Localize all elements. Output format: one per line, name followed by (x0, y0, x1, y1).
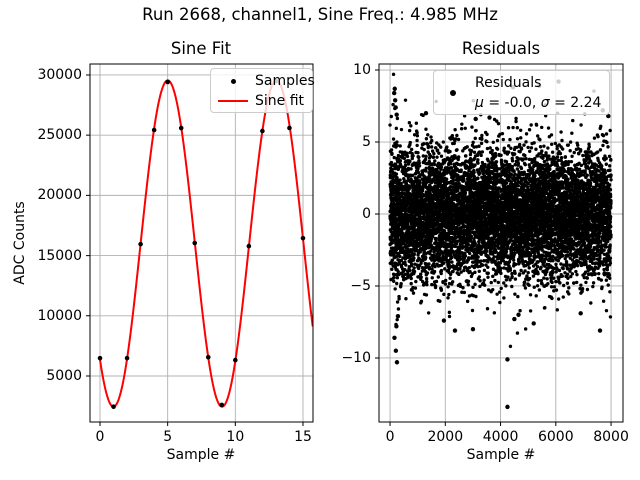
figure-title: Run 2668, channel1, Sine Freq.: 4.985 MH… (142, 5, 498, 24)
x-tick-label: 0 (95, 429, 105, 445)
residuals-dot-marker-icon (450, 89, 456, 96)
residuals-subplot-title: Residuals (461, 39, 541, 58)
y-tick-label: 10 (353, 62, 371, 79)
x-tick-label: 6000 (537, 429, 574, 445)
legend-label-sine-fit: Sine fit (255, 93, 305, 109)
mu-value: = -0.0, (483, 95, 541, 111)
y-tick-label: 5 (362, 134, 371, 151)
legend-label-samples: Samples (255, 73, 315, 89)
sine-fit-xlabel: Sample # (166, 447, 236, 463)
x-tick-label: 10 (226, 429, 245, 445)
x-tick-label: 2000 (427, 429, 464, 445)
sine-fit-line-marker-icon (218, 100, 248, 102)
legend-stats-line: μ = -0.0, σ = 2.24 (475, 93, 601, 113)
sigma-value: = 2.24 (549, 95, 602, 111)
x-tick-label: 0 (385, 429, 395, 445)
y-tick-label: −10 (341, 349, 371, 366)
y-tick-label: 0 (362, 205, 371, 222)
y-tick-label: 20000 (37, 187, 82, 204)
residuals-xlabel: Sample # (466, 447, 536, 463)
mu-symbol: μ (475, 95, 484, 111)
y-tick-label: −5 (350, 277, 371, 294)
sine-fit-ylabel: ADC Counts (12, 201, 28, 285)
y-tick-label: 10000 (37, 307, 82, 324)
x-tick-label: 8000 (593, 429, 629, 445)
y-tick-label: 15000 (37, 247, 82, 264)
samples-dot-marker-icon (218, 78, 248, 84)
residuals-legend: Residuals μ = -0.0, σ = 2.24 (433, 70, 610, 115)
legend-entry-sine-fit: Sine fit (211, 91, 312, 111)
y-tick-label: 30000 (37, 66, 82, 83)
y-tick-label: 5000 (46, 368, 82, 384)
residuals-legend-text: Residuals μ = -0.0, σ = 2.24 (475, 72, 601, 113)
x-tick-label: 4000 (482, 429, 519, 445)
x-tick-label: 15 (294, 429, 312, 445)
x-tick-label: 5 (163, 429, 173, 445)
sine-fit-legend: Samples Sine fit (210, 68, 315, 113)
sine-fit-subplot-title: Sine Fit (170, 39, 232, 58)
sigma-symbol: σ (540, 95, 550, 111)
legend-label-residuals: Residuals (475, 75, 542, 91)
legend-entry-samples: Samples (211, 71, 315, 91)
y-tick-label: 25000 (37, 127, 82, 144)
